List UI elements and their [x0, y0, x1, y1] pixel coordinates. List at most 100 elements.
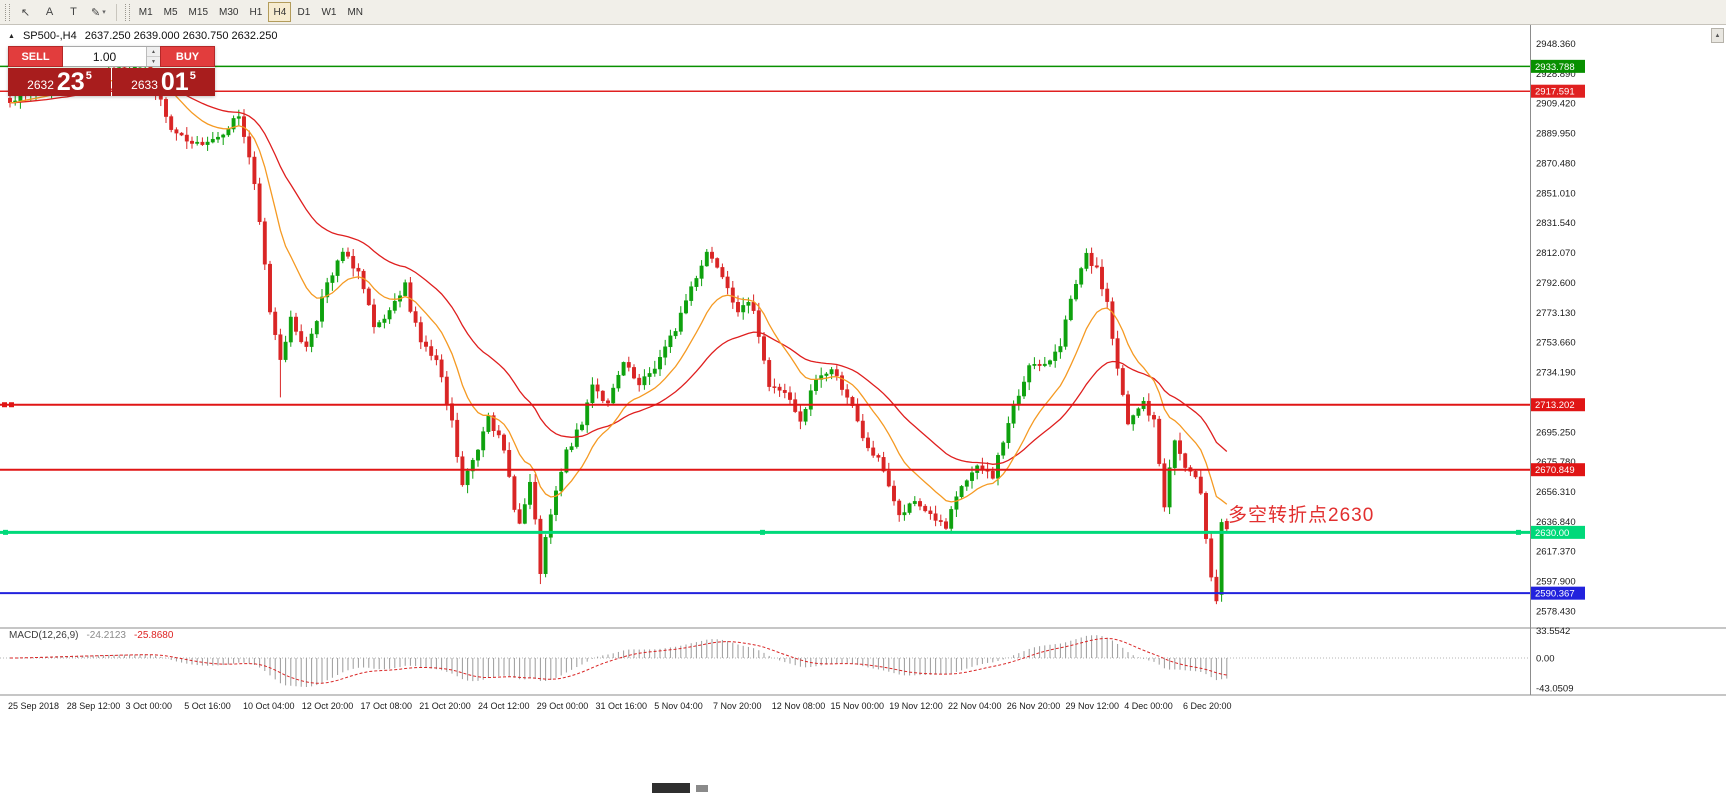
ask-prefix: 2633	[131, 78, 158, 92]
chevron-down-icon: ▾	[102, 9, 106, 16]
macd-signal-value: -25.8680	[133, 630, 174, 641]
timeframe-m30-button[interactable]: M30	[214, 2, 243, 22]
time-axis-label: 31 Oct 16:00	[596, 701, 648, 711]
trade-prices-row: 2632 23 5 2633 01 5	[8, 68, 215, 96]
time-axis-label: 22 Nov 04:00	[948, 701, 1002, 711]
volume-spinners: ▲ ▼	[146, 47, 160, 66]
ohlc-values: 2637.250 2639.000 2630.750 2632.250	[84, 30, 278, 42]
symbol-marker-icon: ▲	[8, 32, 15, 40]
time-axis-label: 28 Sep 12:00	[67, 701, 121, 711]
time-axis-label: 3 Oct 00:00	[126, 701, 173, 711]
time-axis[interactable]: 25 Sep 2018 28 Sep 12:00 3 Oct 00:00 5 Oct …	[8, 701, 1232, 711]
line-handle[interactable]	[760, 529, 765, 535]
price-badge-label: 2590.367	[1535, 589, 1575, 600]
timeframe-m5-button[interactable]: M5	[159, 2, 183, 22]
price-badge	[1531, 525, 1585, 539]
timeframe-h4-button[interactable]: H4	[268, 2, 292, 22]
price-axis-label: 2617.370	[1536, 547, 1576, 558]
bid-pip-digit: 5	[85, 70, 92, 82]
timeframe-d1-button[interactable]: D1	[292, 2, 315, 22]
price-axis[interactable]: 2948.360 2928.890 2909.420 2889.950 2870.480…	[1531, 39, 1585, 695]
text-annotation-icon[interactable]: A	[38, 2, 61, 22]
symbol-period-label: SP500-,H4	[22, 30, 77, 42]
volume-increase-button[interactable]: ▲	[147, 47, 160, 57]
price-badge	[1531, 84, 1585, 98]
buy-button[interactable]: BUY	[160, 46, 215, 67]
macd-axis-label: 33.5542	[1536, 626, 1570, 637]
one-click-trading-panel: SELL ▲ ▼ BUY 2632 23 5 2633 01 5	[8, 46, 215, 96]
panel-separators	[0, 25, 1726, 696]
price-axis-label: 2831.540	[1536, 218, 1576, 229]
line-handle[interactable]	[3, 529, 8, 535]
bid-price[interactable]: 2632 23 5	[8, 68, 111, 96]
volume-input[interactable]	[63, 47, 146, 66]
text-label-icon[interactable]: T	[62, 2, 85, 22]
time-axis-label: 25 Sep 2018	[8, 701, 59, 711]
timeframe-m1-button[interactable]: M1	[134, 2, 158, 22]
time-axis-label: 29 Nov 12:00	[1066, 701, 1120, 711]
price-badge	[1531, 463, 1585, 477]
time-axis-label: 21 Oct 20:00	[419, 701, 471, 711]
time-axis-label: 24 Oct 12:00	[478, 701, 530, 711]
price-axis-label: 2734.190	[1536, 368, 1576, 379]
price-axis-label: 2597.900	[1536, 577, 1576, 588]
candlestick-series	[8, 55, 1229, 605]
price-axis-label: 2851.010	[1536, 188, 1576, 199]
timeframe-mn-button[interactable]: MN	[342, 2, 368, 22]
toolbar-drag-handle[interactable]	[5, 3, 10, 21]
price-badge	[1531, 59, 1585, 73]
chart-text-annotation[interactable]: 多空转折点2630	[1228, 505, 1375, 526]
price-axis-label: 2889.950	[1536, 129, 1576, 140]
macd-axis-label: -43.0509	[1536, 684, 1574, 695]
time-axis-label: 10 Oct 04:00	[243, 701, 295, 711]
volume-decrease-button[interactable]: ▼	[147, 57, 160, 66]
macd-name: MACD(12,26,9)	[9, 630, 79, 641]
macd-signal-line	[10, 637, 1227, 684]
sell-button[interactable]: SELL	[8, 46, 63, 67]
macd-axis-label: 0.00	[1536, 654, 1555, 665]
time-axis-label: 7 Nov 20:00	[713, 701, 762, 711]
price-axis-label: 2812.070	[1536, 248, 1576, 259]
timeframes-toolbar-drag-handle[interactable]	[124, 3, 130, 21]
scroll-up-button[interactable]: ▲	[1711, 28, 1724, 43]
macd-indicator-label: MACD(12,26,9) -24.2123 -25.8680	[9, 630, 173, 641]
timeframe-m15-button[interactable]: M15	[184, 2, 213, 22]
price-axis-label: 2578.430	[1536, 606, 1576, 617]
price-badge-label: 2670.849	[1535, 465, 1575, 476]
price-badge-label: 2933.788	[1535, 62, 1575, 73]
chart-info-line: ▲ SP500-,H4 2637.250 2639.000 2630.750 2…	[8, 30, 277, 42]
cursor-icon[interactable]: ↖	[14, 2, 37, 22]
timeframe-w1-button[interactable]: W1	[316, 2, 341, 22]
time-axis-label: 5 Oct 16:00	[184, 701, 231, 711]
price-axis-label: 2792.600	[1536, 278, 1576, 289]
bottom-screen-artifact-small	[696, 785, 708, 792]
price-axis-label: 2675.780	[1536, 457, 1576, 468]
chart-canvas[interactable]: 2948.360 2928.890 2909.420 2889.950 2870.480…	[0, 25, 1726, 793]
time-axis-label: 17 Oct 08:00	[361, 701, 413, 711]
price-badge	[1531, 586, 1585, 600]
price-axis-label: 2753.660	[1536, 338, 1576, 349]
line-handle[interactable]	[1516, 529, 1521, 535]
time-axis-label: 6 Dec 20:00	[1183, 701, 1232, 711]
time-axis-label: 12 Oct 20:00	[302, 701, 354, 711]
price-badge-label: 2917.591	[1535, 87, 1575, 98]
bid-big-digits: 23	[56, 68, 85, 96]
trade-controls-row: SELL ▲ ▼ BUY	[8, 46, 215, 67]
price-axis-label: 2948.360	[1536, 39, 1576, 50]
toolbar-separator	[115, 3, 117, 21]
timeframe-h1-button[interactable]: H1	[244, 2, 267, 22]
price-axis-label: 2909.420	[1536, 99, 1576, 110]
price-axis-label: 2773.130	[1536, 308, 1576, 319]
ask-price[interactable]: 2633 01 5	[112, 68, 215, 96]
pencil-icon: ✎	[91, 6, 101, 19]
macd-main-value: -24.2123	[86, 630, 126, 641]
line-handle[interactable]	[9, 402, 14, 408]
line-handle[interactable]	[2, 402, 7, 408]
horizontal-lines	[0, 65, 1530, 595]
time-axis-label: 26 Nov 20:00	[1007, 701, 1061, 711]
draw-objects-button[interactable]: ✎ ▾	[86, 2, 111, 22]
price-axis-label: 2870.480	[1536, 158, 1576, 169]
time-axis-label: 5 Nov 04:00	[654, 701, 703, 711]
ask-big-digits: 01	[160, 68, 189, 96]
